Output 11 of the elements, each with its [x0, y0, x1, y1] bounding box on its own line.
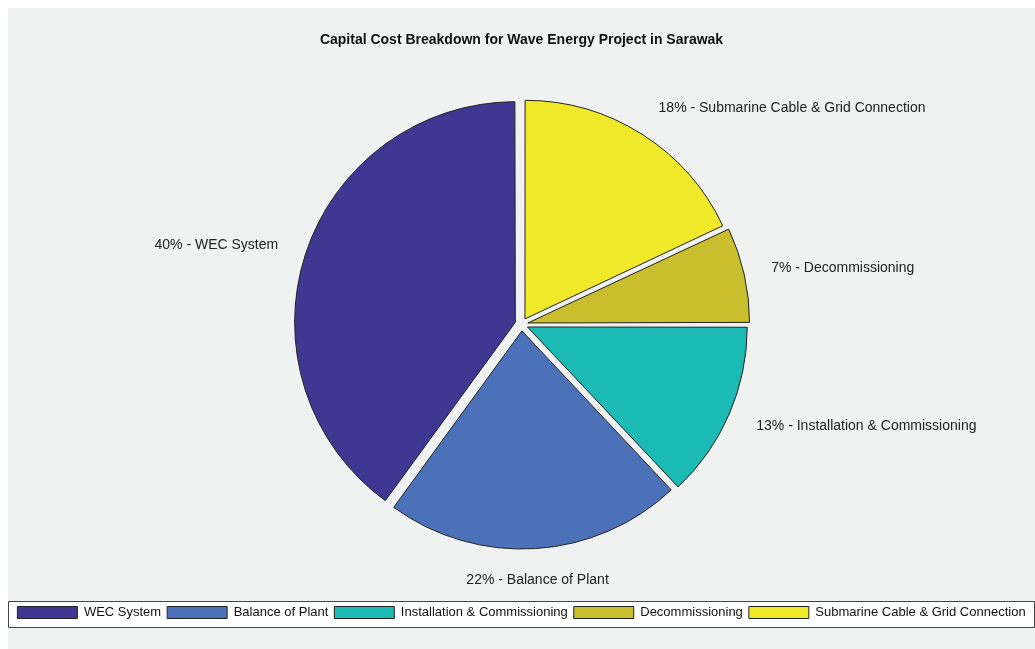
legend-label: Installation & Commissioning — [400, 604, 568, 620]
legend-label: Decommissioning — [640, 604, 743, 620]
data-label: 13% - Installation & Commissioning — [756, 416, 977, 433]
data-label: 40% - WEC System — [154, 236, 279, 253]
legend-label: Balance of Plant — [233, 604, 329, 620]
data-label: 7% - Decommissioning — [771, 259, 915, 276]
legend-label: Submarine Cable & Grid Connection — [815, 604, 1026, 620]
legend-label: WEC System — [83, 604, 162, 620]
data-label: 22% - Balance of Plant — [466, 570, 609, 587]
data-label: 18% - Submarine Cable & Grid Connection — [658, 99, 926, 116]
chart-title: Capital Cost Breakdown for Wave Energy Project in Sarawak — [319, 31, 724, 48]
